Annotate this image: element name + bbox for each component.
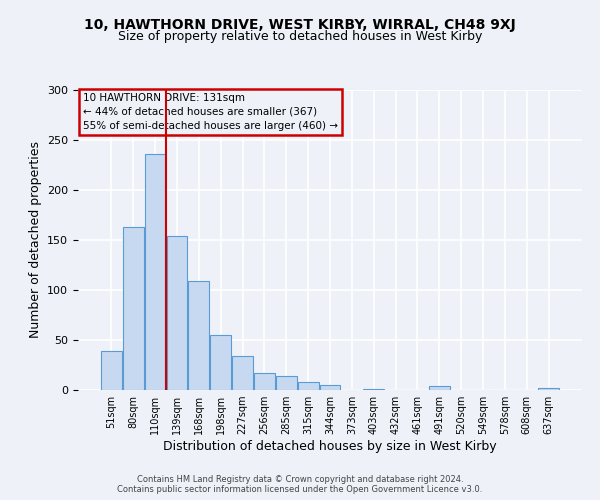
Bar — [232, 356, 253, 390]
Bar — [210, 335, 231, 390]
Text: Contains HM Land Registry data © Crown copyright and database right 2024.: Contains HM Land Registry data © Crown c… — [137, 475, 463, 484]
Text: Size of property relative to detached houses in West Kirby: Size of property relative to detached ho… — [118, 30, 482, 43]
Bar — [320, 385, 340, 390]
Text: 10, HAWTHORN DRIVE, WEST KIRBY, WIRRAL, CH48 9XJ: 10, HAWTHORN DRIVE, WEST KIRBY, WIRRAL, … — [84, 18, 516, 32]
Bar — [429, 386, 450, 390]
Bar — [188, 281, 209, 390]
Bar — [538, 388, 559, 390]
Bar — [276, 376, 296, 390]
Bar — [145, 154, 166, 390]
Y-axis label: Number of detached properties: Number of detached properties — [29, 142, 41, 338]
Bar — [364, 389, 384, 390]
Bar — [101, 351, 122, 390]
X-axis label: Distribution of detached houses by size in West Kirby: Distribution of detached houses by size … — [163, 440, 497, 453]
Bar — [254, 373, 275, 390]
Text: Contains public sector information licensed under the Open Government Licence v3: Contains public sector information licen… — [118, 485, 482, 494]
Bar — [167, 236, 187, 390]
Text: 10 HAWTHORN DRIVE: 131sqm
← 44% of detached houses are smaller (367)
55% of semi: 10 HAWTHORN DRIVE: 131sqm ← 44% of detac… — [83, 93, 338, 131]
Bar — [298, 382, 319, 390]
Bar — [123, 227, 143, 390]
